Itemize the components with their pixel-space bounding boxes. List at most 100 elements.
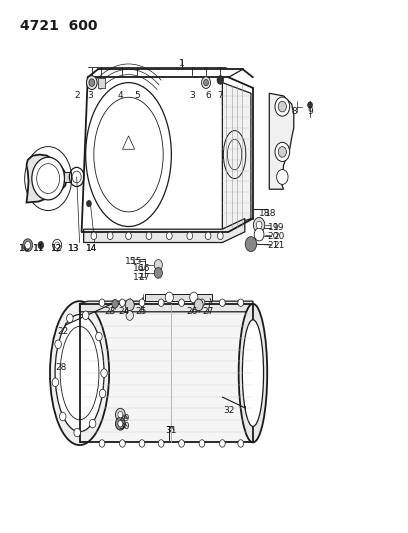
- Text: 25: 25: [135, 308, 146, 316]
- Circle shape: [99, 299, 105, 306]
- Text: 18: 18: [259, 209, 271, 217]
- Circle shape: [187, 232, 193, 240]
- Circle shape: [89, 79, 95, 86]
- Polygon shape: [27, 155, 67, 203]
- Circle shape: [99, 389, 106, 398]
- Text: 28: 28: [55, 364, 67, 372]
- Circle shape: [146, 232, 152, 240]
- Ellipse shape: [55, 314, 104, 432]
- Circle shape: [86, 200, 91, 207]
- Circle shape: [38, 241, 44, 249]
- Text: 12: 12: [51, 245, 63, 253]
- Text: 10: 10: [19, 245, 30, 253]
- Circle shape: [55, 340, 61, 349]
- Circle shape: [275, 142, 290, 161]
- Circle shape: [217, 76, 224, 84]
- Circle shape: [217, 232, 223, 240]
- Circle shape: [308, 102, 313, 108]
- Text: 19: 19: [268, 223, 279, 232]
- Circle shape: [275, 97, 290, 116]
- Circle shape: [74, 428, 80, 437]
- Text: 10: 10: [19, 245, 30, 253]
- Text: 14: 14: [86, 245, 98, 253]
- Polygon shape: [80, 304, 253, 442]
- Circle shape: [179, 440, 184, 447]
- Circle shape: [126, 311, 133, 320]
- Text: 3: 3: [87, 92, 93, 100]
- Polygon shape: [80, 301, 253, 312]
- Circle shape: [238, 299, 244, 306]
- Circle shape: [52, 378, 59, 386]
- Circle shape: [95, 332, 102, 341]
- Circle shape: [254, 228, 264, 241]
- Text: 14: 14: [86, 245, 98, 253]
- Circle shape: [86, 76, 97, 90]
- Text: 20: 20: [268, 232, 279, 240]
- Polygon shape: [222, 83, 251, 229]
- Circle shape: [101, 369, 107, 377]
- Text: 8: 8: [291, 108, 297, 116]
- Text: 18: 18: [265, 209, 277, 217]
- Circle shape: [118, 411, 123, 418]
- Circle shape: [179, 299, 184, 306]
- Text: 16: 16: [139, 264, 150, 273]
- Circle shape: [253, 217, 265, 232]
- Circle shape: [278, 101, 286, 112]
- Circle shape: [205, 232, 211, 240]
- Text: 17: 17: [133, 273, 144, 281]
- Circle shape: [139, 299, 145, 306]
- Text: 12: 12: [51, 245, 63, 253]
- Text: 17: 17: [139, 273, 150, 281]
- Circle shape: [220, 299, 225, 306]
- Text: 15: 15: [131, 257, 142, 265]
- Text: 29: 29: [119, 414, 130, 423]
- Circle shape: [165, 292, 173, 303]
- Text: 30: 30: [119, 422, 130, 431]
- Text: 6: 6: [205, 92, 211, 100]
- Circle shape: [158, 440, 164, 447]
- Text: 9: 9: [307, 108, 313, 116]
- Circle shape: [67, 314, 73, 322]
- Circle shape: [256, 221, 262, 229]
- Text: 13: 13: [68, 245, 79, 253]
- Circle shape: [199, 299, 205, 306]
- Text: 4: 4: [118, 92, 123, 100]
- Circle shape: [60, 412, 66, 421]
- Text: 24: 24: [119, 308, 130, 316]
- Polygon shape: [145, 294, 212, 301]
- Text: 20: 20: [273, 232, 285, 240]
- Circle shape: [154, 260, 162, 270]
- Text: 16: 16: [133, 264, 144, 273]
- Circle shape: [158, 299, 164, 306]
- Circle shape: [115, 417, 125, 430]
- Circle shape: [190, 292, 198, 303]
- Text: 2: 2: [75, 92, 80, 100]
- Text: 27: 27: [202, 308, 214, 316]
- Text: 1: 1: [179, 60, 184, 68]
- Circle shape: [202, 77, 211, 88]
- Text: 31: 31: [166, 426, 177, 434]
- Circle shape: [120, 440, 125, 447]
- Circle shape: [91, 232, 97, 240]
- Ellipse shape: [50, 301, 109, 445]
- Text: 7: 7: [217, 92, 223, 100]
- Circle shape: [115, 408, 125, 421]
- Circle shape: [107, 232, 113, 240]
- Circle shape: [238, 440, 244, 447]
- Circle shape: [126, 232, 131, 240]
- Text: 11: 11: [33, 245, 44, 253]
- Text: 22: 22: [58, 327, 69, 336]
- Circle shape: [32, 157, 64, 200]
- Ellipse shape: [239, 304, 267, 442]
- Text: 32: 32: [223, 406, 234, 415]
- Text: 19: 19: [273, 223, 285, 232]
- Circle shape: [120, 299, 125, 306]
- Circle shape: [277, 169, 288, 184]
- Circle shape: [154, 268, 162, 278]
- Circle shape: [25, 241, 31, 249]
- Circle shape: [118, 421, 123, 427]
- Polygon shape: [98, 78, 105, 88]
- Text: 11: 11: [33, 245, 44, 253]
- Ellipse shape: [242, 320, 264, 426]
- Circle shape: [89, 419, 96, 428]
